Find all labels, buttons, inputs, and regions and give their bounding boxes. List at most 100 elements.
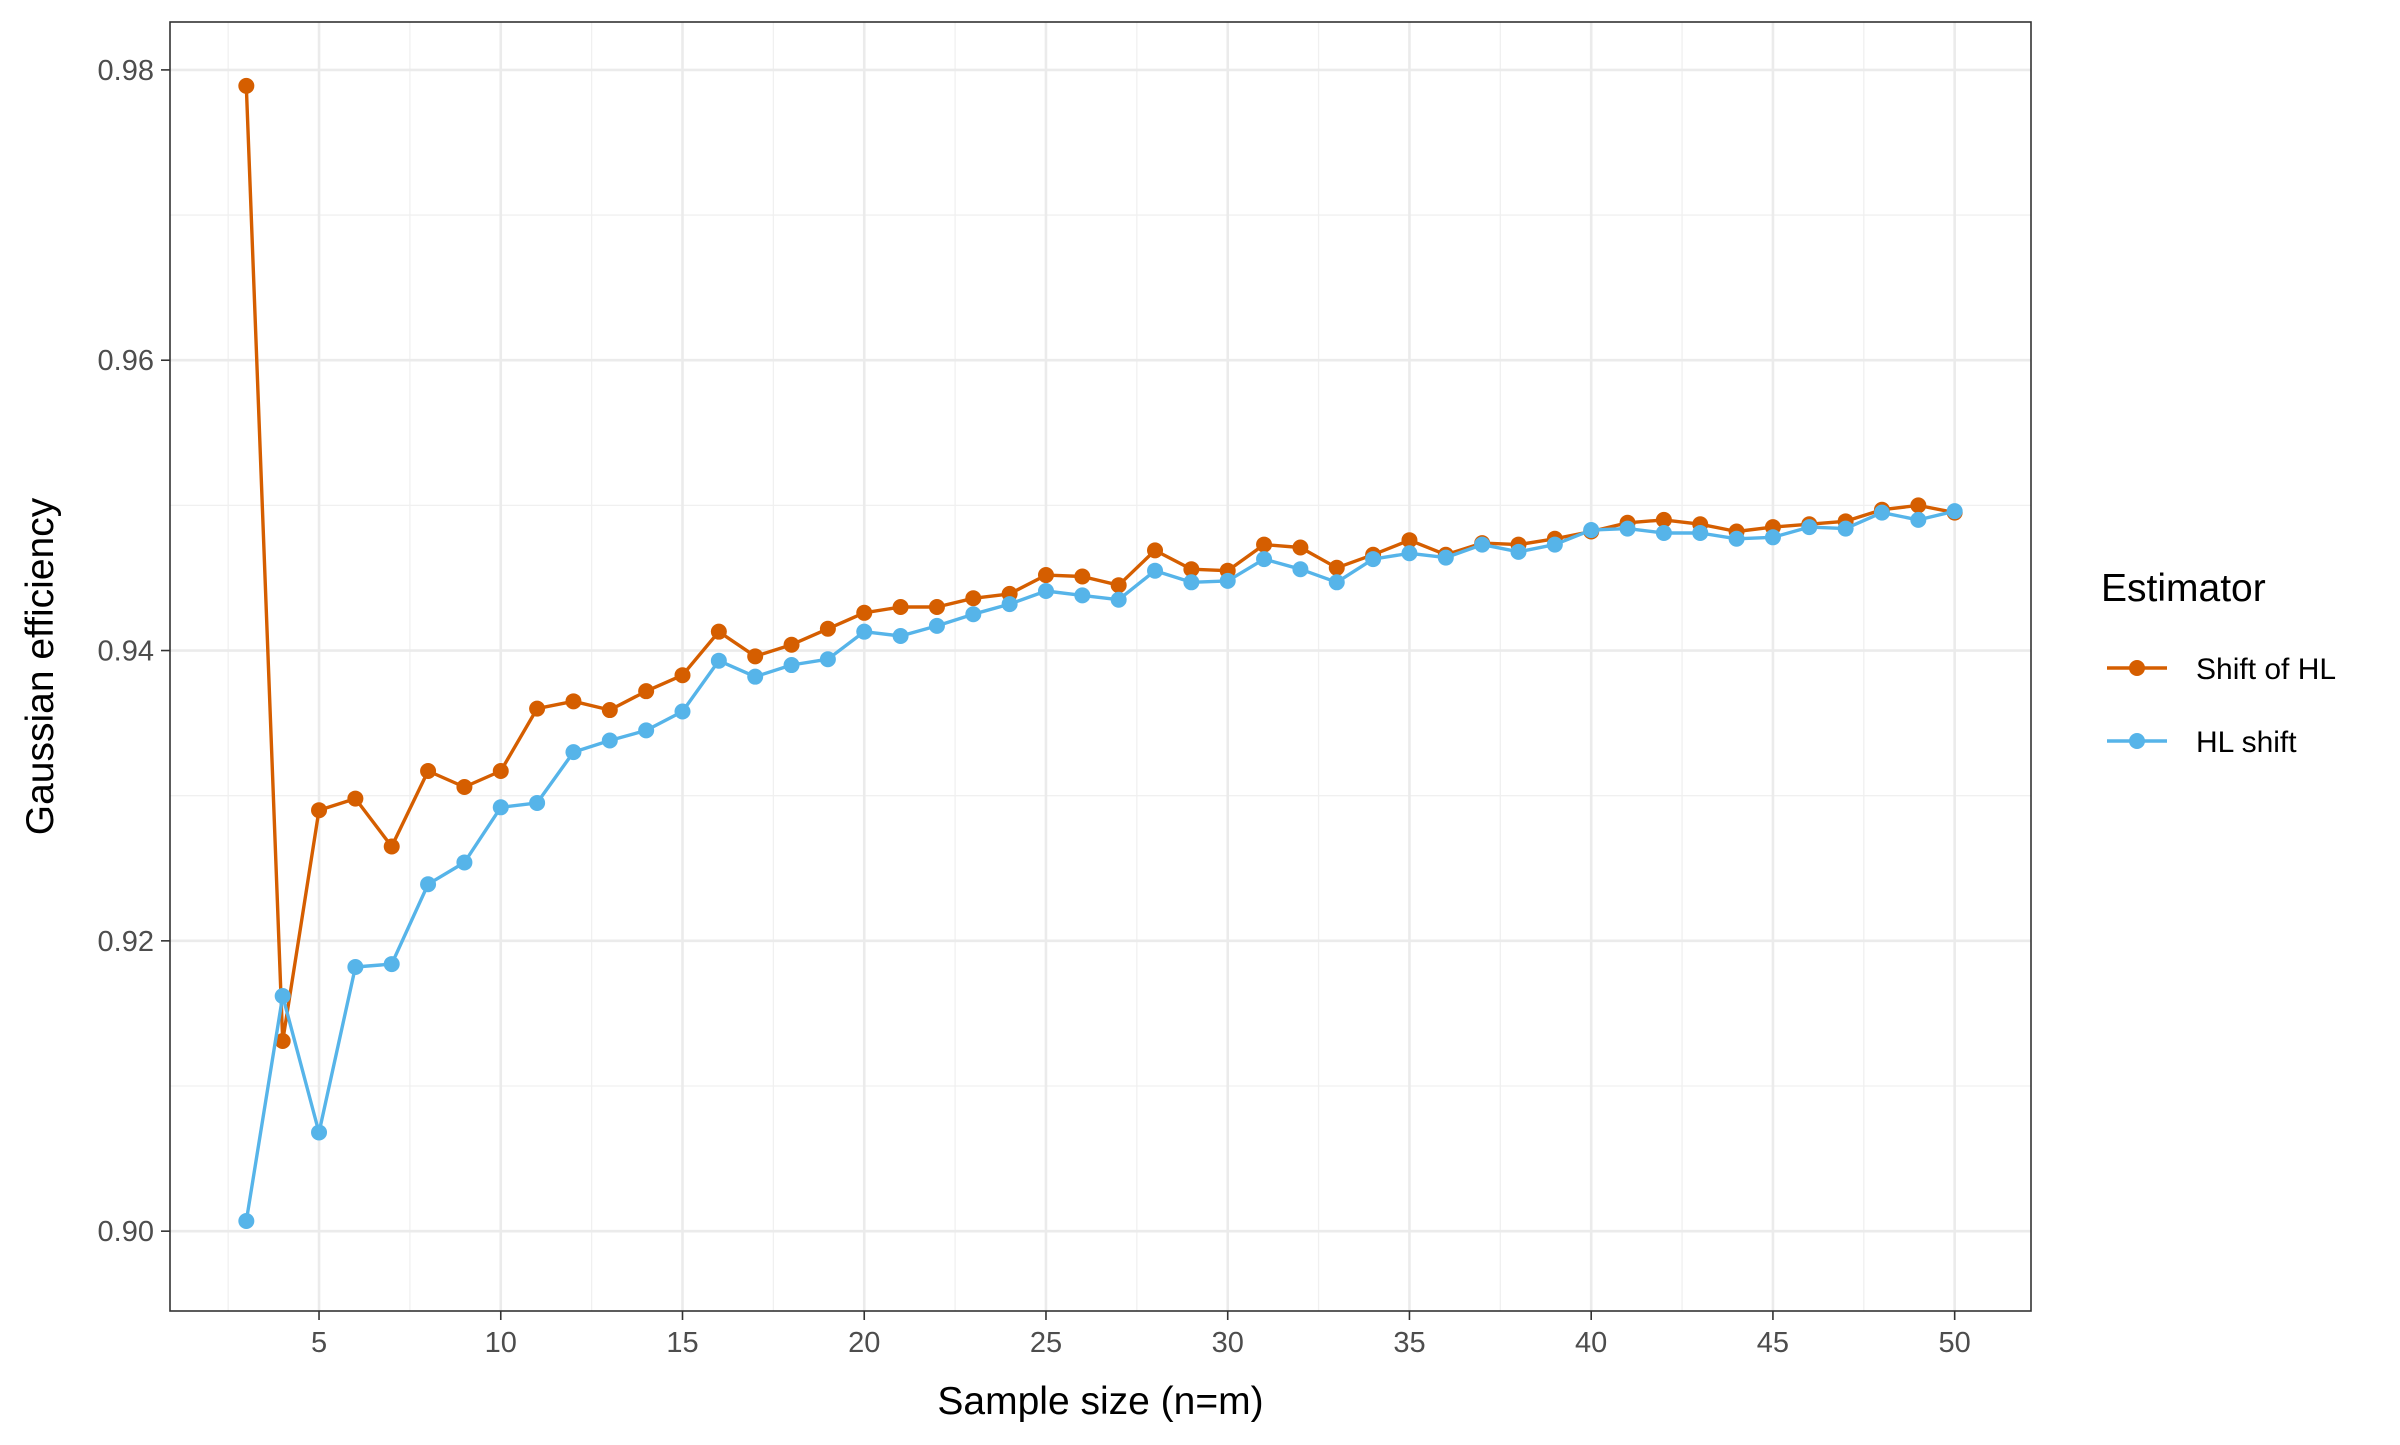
series-1-point: [965, 590, 982, 607]
series-1-point: [819, 620, 836, 637]
series-2-point: [529, 794, 546, 811]
series-1-point: [674, 667, 691, 684]
legend-key-point: [2129, 660, 2145, 676]
y-tick-label: 0.94: [98, 636, 154, 668]
axis-layer: 5 10 15 20 25 30 35 40 45 50 0.90 0.92 0.94 0.96 0.98: [98, 55, 1971, 1359]
x-axis-title: Sample size (n=m): [937, 1380, 1263, 1423]
series-1-point: [638, 683, 655, 700]
series-2-point: [1873, 504, 1890, 521]
series-1-point: [456, 778, 473, 795]
grid-layer: [170, 22, 2031, 1311]
series-2-point: [1764, 529, 1781, 546]
series-2-point: [238, 1213, 255, 1230]
series-1-point: [892, 598, 909, 615]
series-1-point: [420, 763, 437, 780]
series-1-point: [928, 598, 945, 615]
series-2-point: [1328, 574, 1345, 591]
x-tick-label: 40: [1575, 1327, 1607, 1359]
legend-label: HL shift: [2196, 726, 2297, 759]
series-2-point: [1619, 520, 1636, 537]
series-2-point: [1801, 519, 1818, 536]
series-1-point: [601, 702, 618, 719]
series-2-point: [1692, 524, 1709, 541]
series-2-point: [1437, 549, 1454, 566]
series-1-point: [492, 763, 509, 780]
x-tick-label: 15: [666, 1327, 698, 1359]
series-2-point: [1001, 596, 1018, 613]
series-2-point: [1910, 511, 1927, 528]
series-1-point: [747, 648, 764, 665]
series-1-point: [1147, 542, 1164, 559]
panel-border: [169, 21, 2032, 1312]
series-2-point: [1583, 522, 1600, 539]
y-tick-label: 0.98: [98, 55, 154, 87]
series-1-point: [1292, 539, 1309, 556]
series-1-point: [710, 623, 727, 640]
series-1-point: [1401, 532, 1418, 549]
series-1-point: [1910, 497, 1927, 514]
series-2-point: [1401, 545, 1418, 562]
series-2-point: [311, 1124, 328, 1141]
series-2-point: [1365, 551, 1382, 568]
series-1-point: [1256, 536, 1273, 553]
series-1-point: [1655, 511, 1672, 528]
series-2-point: [856, 623, 873, 640]
series-1-point: [1183, 561, 1200, 578]
y-tick-label: 0.96: [98, 345, 154, 377]
series-1-point: [347, 790, 364, 807]
series-2-point: [1946, 503, 1963, 520]
series-1-point: [383, 838, 400, 855]
x-tick-label: 35: [1393, 1327, 1425, 1359]
y-tick-label: 0.92: [98, 926, 154, 958]
series-1-point: [783, 636, 800, 653]
series-1-point: [1074, 568, 1091, 585]
series-2-point: [456, 854, 473, 871]
x-tick-label: 45: [1757, 1327, 1789, 1359]
series-2-point: [1474, 536, 1491, 553]
x-tick-label: 10: [485, 1327, 517, 1359]
series-2-point: [420, 876, 437, 893]
series-2-point: [1837, 520, 1854, 537]
series-2-point: [674, 703, 691, 720]
series-1-point: [1037, 567, 1054, 584]
legend: Estimator Shift of HL HL shift: [2101, 567, 2336, 759]
series-2-point: [892, 628, 909, 645]
x-tick-label: 20: [848, 1327, 880, 1359]
series-1-point: [274, 1033, 291, 1050]
series-2-point: [1219, 572, 1236, 589]
series-1-point: [529, 700, 546, 717]
x-tick-label: 25: [1030, 1327, 1062, 1359]
legend-items: Shift of HL HL shift: [2107, 653, 2336, 759]
plot-panel: [170, 22, 2031, 1311]
series-1-point: [856, 604, 873, 621]
series-2-point: [1256, 551, 1273, 568]
x-tick-label: 50: [1939, 1327, 1971, 1359]
series-1-point: [1328, 559, 1345, 576]
series-1-point: [238, 77, 255, 94]
series-2-point: [1292, 561, 1309, 578]
series-2-point: [710, 652, 727, 669]
series-layer: [238, 77, 1963, 1230]
legend-label: Shift of HL: [2196, 653, 2336, 686]
series-2-point: [747, 668, 764, 685]
x-tick-label: 5: [311, 1327, 327, 1359]
legend-key-point: [2129, 733, 2145, 749]
series-2-point: [274, 988, 291, 1005]
series-2-point: [1183, 574, 1200, 591]
series-2-point: [1147, 562, 1164, 579]
series-1-point: [565, 693, 582, 710]
series-2-point: [965, 606, 982, 623]
series-2-point: [1037, 583, 1054, 600]
series-2-point: [1655, 524, 1672, 541]
series-2-point: [1510, 543, 1527, 560]
series-2-point: [1728, 530, 1745, 547]
series-2-point: [819, 651, 836, 668]
x-tick-label: 30: [1212, 1327, 1244, 1359]
series-2-point: [1546, 536, 1563, 553]
series-1-point: [1110, 577, 1127, 594]
y-axis-title: Gaussian efficiency: [19, 497, 62, 835]
series-2-point: [601, 732, 618, 749]
series-2-point: [1110, 591, 1127, 608]
series-2-point: [347, 958, 364, 975]
series-2-point: [1074, 587, 1091, 604]
